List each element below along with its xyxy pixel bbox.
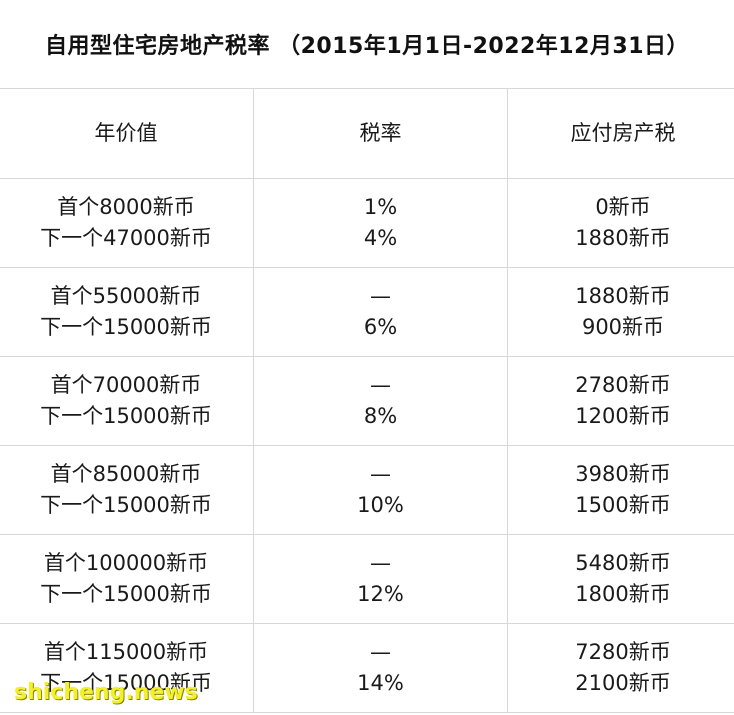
tax-rate-first: —: [370, 551, 391, 575]
annual-value-cell: 首个85000新币 下一个15000新币: [0, 445, 254, 535]
tax-rate-first: 1%: [363, 195, 398, 219]
annual-value-first: 首个70000新币: [50, 373, 202, 397]
tax-payable-cell: 2780新币 1200新币: [507, 356, 734, 446]
table-row: 首个8000新币 下一个47000新币 1% 4% 0新币 1880新币: [0, 178, 734, 268]
tax-payable-cell: 1880新币 900新币: [507, 267, 734, 357]
annual-value-cell: 首个8000新币 下一个47000新币: [0, 178, 254, 268]
tax-payable-next: 1200新币: [575, 404, 671, 428]
tax-rate-cell: — 6%: [253, 267, 508, 357]
tax-rate-first: —: [370, 462, 391, 486]
tax-rate-first: —: [370, 373, 391, 397]
table-row: 首个100000新币 下一个15000新币 — 12% 5480新币 1800新…: [0, 534, 734, 624]
tax-rate-cell: — 12%: [253, 534, 508, 624]
tax-payable-next: 2100新币: [575, 671, 671, 695]
tax-payable-first: 7280新币: [575, 640, 671, 664]
annual-value-cell: 首个100000新币 下一个15000新币: [0, 534, 254, 624]
tax-payable-next: 900新币: [581, 315, 665, 339]
tax-payable-cell: 7280新币 2100新币: [507, 623, 734, 713]
tax-payable-next: 1800新币: [575, 582, 671, 606]
tax-payable-first: 5480新币: [575, 551, 671, 575]
tax-payable-cell: 0新币 1880新币: [507, 178, 734, 268]
tax-rate-cell: — 8%: [253, 356, 508, 446]
annual-value-next: 下一个15000新币: [40, 582, 212, 606]
tax-rate-cell: — 10%: [253, 445, 508, 535]
annual-value-next: 下一个15000新币: [40, 404, 212, 428]
tax-rate-first: —: [370, 640, 391, 664]
annual-value-next: 下一个47000新币: [40, 226, 212, 250]
page-title: 自用型住宅房地产税率 （2015年1月1日-2022年12月31日）: [44, 34, 690, 59]
annual-value-first: 首个8000新币: [57, 195, 195, 219]
annual-value-cell: 首个55000新币 下一个15000新币: [0, 267, 254, 357]
column-header-tax-rate: 税率: [253, 88, 508, 179]
tax-payable-first: 1880新币: [575, 284, 671, 308]
table-row: 首个55000新币 下一个15000新币 — 6% 1880新币 900新币: [0, 267, 734, 357]
annual-value-next: 下一个15000新币: [40, 671, 212, 695]
annual-value-cell: 首个115000新币 下一个15000新币: [0, 623, 254, 713]
tax-payable-next: 1500新币: [575, 493, 671, 517]
column-header-tax-payable: 应付房产税: [507, 88, 734, 179]
tax-rate-next: 14%: [357, 671, 404, 695]
annual-value-first: 首个115000新币: [43, 640, 209, 664]
annual-value-next: 下一个15000新币: [40, 315, 212, 339]
tax-rate-next: 12%: [357, 582, 404, 606]
tax-payable-first: 2780新币: [575, 373, 671, 397]
tax-rate-cell: — 14%: [253, 623, 508, 713]
tax-rate-next: 6%: [363, 315, 398, 339]
tax-rate-cell: 1% 4%: [253, 178, 508, 268]
annual-value-first: 首个85000新币: [50, 462, 202, 486]
table-row: 首个115000新币 下一个15000新币 — 14% 7280新币 2100新…: [0, 623, 734, 713]
tax-payable-first: 0新币: [595, 195, 651, 219]
tax-payable-cell: 5480新币 1800新币: [507, 534, 734, 624]
tax-rate-first: —: [370, 284, 391, 308]
table-row: 首个70000新币 下一个15000新币 — 8% 2780新币 1200新币: [0, 356, 734, 446]
table-row: 首个85000新币 下一个15000新币 — 10% 3980新币 1500新币: [0, 445, 734, 535]
tax-payable-next: 1880新币: [575, 226, 671, 250]
column-header-annual-value: 年价值: [0, 88, 254, 179]
annual-value-next: 下一个15000新币: [40, 493, 212, 517]
tax-rate-next: 4%: [363, 226, 398, 250]
annual-value-first: 首个100000新币: [43, 551, 209, 575]
table-header-row: 年价值 税率 应付房产税: [0, 88, 734, 179]
tax-payable-cell: 3980新币 1500新币: [507, 445, 734, 535]
tax-payable-first: 3980新币: [575, 462, 671, 486]
tax-rate-next: 8%: [363, 404, 398, 428]
tax-rate-table: 年价值 税率 应付房产税 首个8000新币 下一个47000新币 1% 4% 0…: [0, 88, 734, 713]
annual-value-cell: 首个70000新币 下一个15000新币: [0, 356, 254, 446]
annual-value-first: 首个55000新币: [50, 284, 202, 308]
tax-rate-next: 10%: [357, 493, 404, 517]
